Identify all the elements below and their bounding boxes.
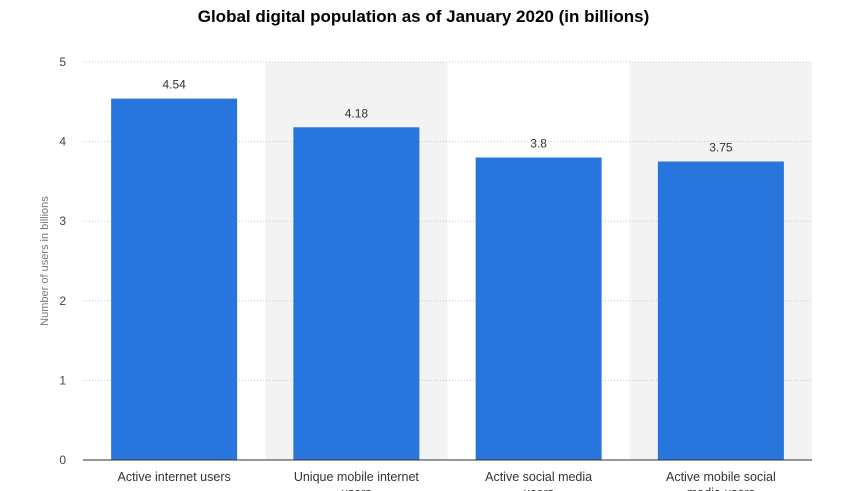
data-label: 4.18	[345, 106, 369, 120]
chart-title: Global digital population as of January …	[197, 7, 650, 26]
bars	[111, 98, 784, 460]
y-tick-label: 4	[59, 135, 66, 149]
bar	[657, 161, 784, 460]
bar	[111, 98, 238, 460]
x-tick-label: Active social mediausers	[485, 470, 592, 491]
x-tick-label: Active internet users	[118, 470, 231, 484]
y-tick-label: 3	[59, 214, 66, 228]
bar	[293, 127, 420, 460]
y-axis: 0 1 2 3 4 5	[59, 55, 66, 467]
y-tick-label: 5	[59, 55, 66, 69]
data-label: 3.75	[709, 141, 733, 155]
x-axis: Active internet users Unique mobile inter…	[83, 459, 812, 491]
data-label: 3.8	[530, 137, 547, 151]
data-label: 4.54	[162, 78, 186, 92]
bar	[475, 157, 602, 460]
y-tick-label: 1	[59, 373, 66, 387]
value-labels: 4.54 4.18 3.8 3.75	[162, 78, 732, 155]
y-tick-label: 2	[59, 294, 66, 308]
y-axis-label: Number of users in billions	[39, 196, 51, 326]
y-tick-label: 0	[59, 453, 66, 467]
